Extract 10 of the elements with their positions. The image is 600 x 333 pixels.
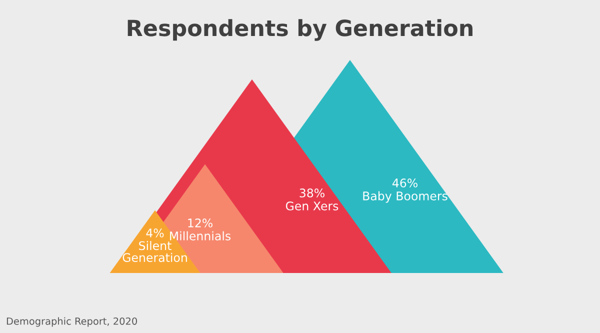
category-label: Gen Xers: [286, 201, 338, 210]
data-label: 4%: [146, 228, 164, 238]
category-label: Baby Boomers: [363, 191, 448, 203]
data-label: 12%: [188, 218, 212, 228]
data-label: 38%: [300, 188, 324, 198]
text: Demographic Report, 2020: [6, 317, 137, 327]
category-label: Silent Generation: [122, 241, 187, 262]
data-label: 46%: [392, 178, 418, 188]
text: Respondents by Generation: [128, 19, 472, 41]
category-label: Millennials: [170, 231, 231, 240]
